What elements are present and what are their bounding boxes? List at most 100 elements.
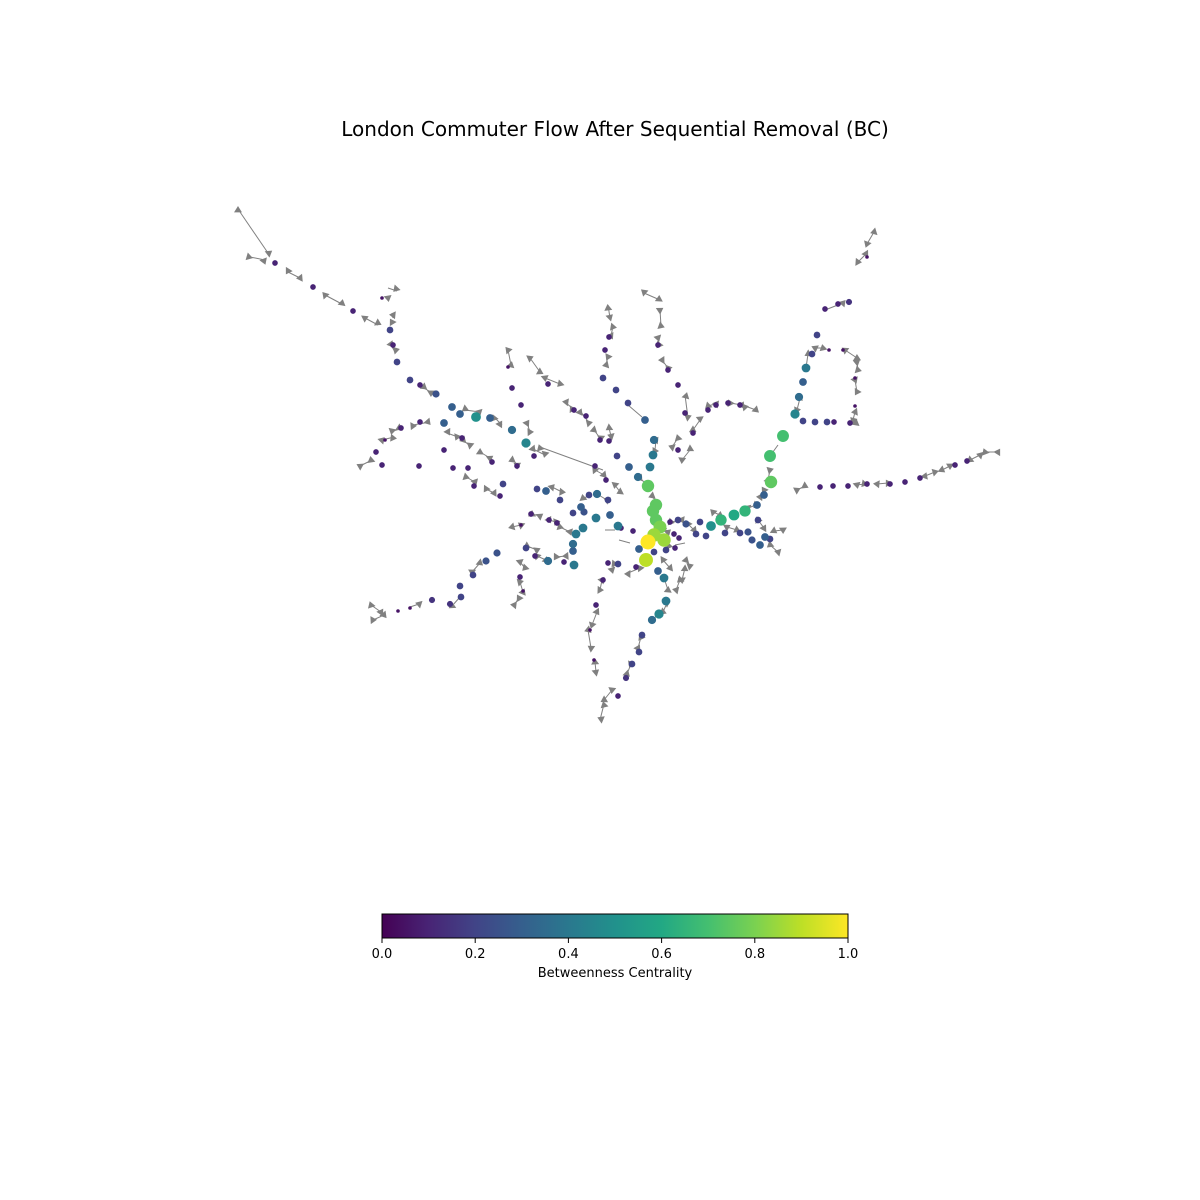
arrowhead	[852, 481, 861, 489]
arrowhead	[605, 353, 613, 361]
edge	[529, 357, 541, 373]
arrowhead	[393, 284, 401, 292]
station-node	[764, 450, 776, 462]
arrowhead	[579, 494, 588, 502]
arrowhead	[688, 425, 697, 433]
station-node	[672, 545, 678, 551]
station-node	[760, 491, 768, 499]
arrowhead	[370, 616, 377, 625]
arrowhead	[522, 419, 530, 428]
arrowhead	[587, 645, 596, 653]
arrowhead	[597, 585, 604, 594]
arrowhead	[466, 442, 475, 450]
colorbar-tick-label: 0.0	[372, 947, 393, 962]
station-node	[641, 479, 655, 493]
arrowhead	[769, 526, 778, 534]
station-node	[497, 493, 503, 499]
station-node	[822, 306, 828, 312]
station-node	[593, 602, 599, 608]
arrowhead	[946, 463, 954, 470]
station-node	[588, 628, 592, 632]
station-node	[628, 660, 636, 668]
arrowhead	[854, 365, 862, 374]
station-node	[489, 459, 495, 465]
arrowhead	[285, 266, 293, 275]
arrowhead	[528, 444, 536, 453]
station-node	[592, 658, 596, 662]
arrowhead	[515, 559, 524, 566]
station-node	[633, 564, 639, 570]
arrowhead	[759, 524, 767, 533]
arrowhead	[557, 379, 565, 387]
arrowhead	[766, 540, 775, 548]
arrowhead	[681, 556, 690, 564]
arrowhead	[296, 273, 303, 282]
station-node	[721, 529, 729, 537]
arrowhead	[516, 578, 524, 587]
arrowhead	[575, 408, 583, 416]
arrowhead	[510, 601, 517, 610]
arrowhead	[774, 548, 782, 557]
arrowhead	[686, 563, 694, 571]
arrowhead	[684, 414, 692, 422]
station-node	[546, 517, 552, 523]
station-node	[583, 413, 589, 419]
station-node	[604, 496, 612, 504]
arrowhead	[624, 570, 631, 579]
station-node	[865, 255, 869, 259]
arrowhead	[766, 466, 774, 475]
arrowhead	[526, 355, 534, 363]
arrowhead	[686, 444, 695, 452]
station-node	[737, 402, 743, 408]
station-node	[408, 606, 412, 610]
station-node	[847, 420, 853, 426]
station-node	[578, 523, 588, 533]
station-node	[641, 416, 649, 424]
station-node	[605, 560, 611, 566]
arrowhead	[674, 434, 683, 442]
station-node	[764, 475, 778, 489]
station-node	[645, 462, 655, 472]
station-node	[561, 559, 567, 565]
station-node	[831, 419, 837, 425]
arrowhead	[801, 481, 809, 489]
arrowhead	[666, 563, 674, 572]
station-node	[597, 437, 603, 443]
station-node	[471, 483, 477, 489]
station-node	[459, 435, 465, 441]
station-node	[577, 503, 585, 511]
arrowhead	[600, 701, 609, 709]
arrowhead	[851, 407, 858, 416]
station-node	[398, 425, 404, 431]
station-node	[845, 483, 851, 489]
station-node	[393, 358, 401, 366]
station-node	[417, 419, 423, 425]
station-node	[545, 381, 551, 387]
arrowhead	[654, 295, 663, 302]
edge	[674, 542, 686, 546]
station-node	[647, 615, 657, 625]
station-node	[383, 438, 387, 442]
arrowhead	[516, 594, 524, 603]
station-node	[702, 532, 710, 540]
edges-layer	[239, 211, 998, 721]
station-node	[625, 463, 633, 471]
arrowhead	[540, 375, 549, 382]
station-node	[417, 382, 423, 388]
station-node	[522, 544, 530, 552]
station-node	[887, 481, 893, 487]
station-node	[777, 430, 789, 442]
station-node	[835, 301, 841, 307]
station-node	[744, 528, 752, 536]
arrowhead	[367, 601, 376, 609]
arrowhead	[490, 488, 497, 497]
station-node	[705, 407, 711, 413]
colorbar-tick-label: 0.6	[651, 947, 672, 962]
station-node	[639, 553, 653, 567]
station-node	[638, 631, 646, 639]
arrowhead	[259, 257, 267, 265]
arrowhead	[535, 513, 544, 521]
station-node	[692, 530, 700, 538]
nodes-layer	[272, 255, 970, 699]
